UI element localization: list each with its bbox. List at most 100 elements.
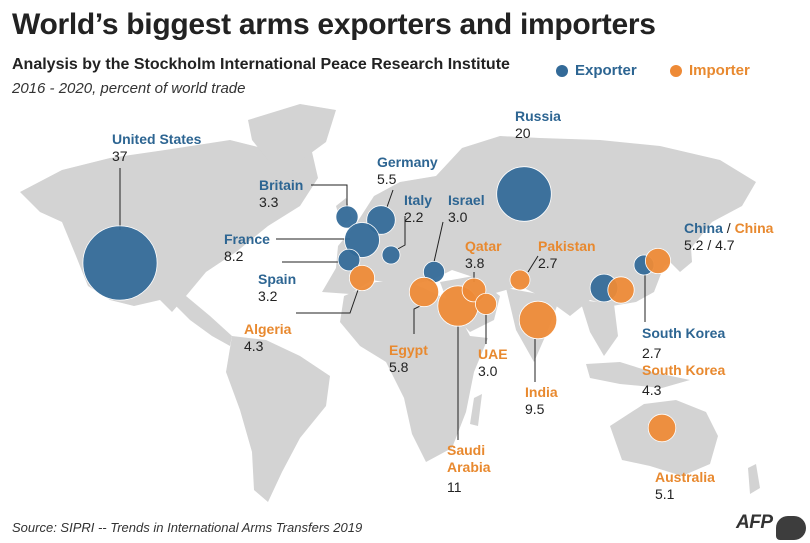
country-value: 5.5 <box>377 171 397 187</box>
label-australia: Australia 5.1 <box>655 469 715 503</box>
country-value: 8.2 <box>224 248 244 264</box>
importer-dot-icon <box>670 64 682 77</box>
country-value: 2.7 <box>642 345 662 361</box>
label-india: India 9.5 <box>525 384 558 418</box>
country-value: 3.3 <box>259 194 279 210</box>
country-name: South Korea <box>642 362 726 378</box>
country-value: 5.2 / 4.7 <box>684 237 735 253</box>
country-value: 4.3 <box>642 382 662 398</box>
country-value: 3.8 <box>465 255 485 271</box>
egypt-importer-bubble <box>408 276 440 308</box>
china-importer-name: China <box>734 220 774 236</box>
country-value: 4.3 <box>244 338 264 354</box>
britain-leader <box>311 184 348 208</box>
country-name: United States <box>112 131 202 147</box>
pakistan-importer-bubble <box>509 269 531 291</box>
country-name: Germany <box>377 154 438 170</box>
spain-exporter-bubble <box>337 248 361 272</box>
country-name: UAE <box>478 346 508 362</box>
label-israel: Israel 3.0 <box>448 192 485 226</box>
country-value: 37 <box>112 148 128 164</box>
country-name: Saudi Arabia <box>447 442 491 475</box>
country-name: Britain <box>259 177 304 193</box>
label-uae: UAE 3.0 <box>478 346 508 380</box>
country-value: 3.2 <box>258 288 278 304</box>
britain-exporter-bubble <box>335 205 359 229</box>
country-value: 2.7 <box>538 255 558 271</box>
algeria-importer-bubble <box>348 264 375 291</box>
exporter-dot-icon <box>556 64 568 77</box>
italy-exporter-bubble <box>381 245 401 265</box>
country-name: Egypt <box>389 342 428 358</box>
afp-logo-mark <box>776 516 806 540</box>
country-name: Algeria <box>244 321 292 337</box>
label-france: France 8.2 <box>224 231 270 265</box>
russia-exporter-bubble <box>496 166 552 222</box>
australia-importer-bubble <box>647 413 677 443</box>
japan-landmass <box>670 234 692 272</box>
label-egypt: Egypt 5.8 <box>389 342 428 376</box>
china-importer-bubble <box>607 276 635 304</box>
country-value: 11 <box>447 479 462 495</box>
israel-leader <box>433 221 444 263</box>
country-value: 3.0 <box>448 209 468 225</box>
country-name: South Korea <box>642 325 726 341</box>
italy-leader <box>395 216 406 251</box>
united-states-exporter-bubble <box>82 225 158 301</box>
country-name: Qatar <box>465 238 502 254</box>
label-algeria: Algeria 4.3 <box>244 321 291 355</box>
label-south-korea-importer: South Korea 4.3 <box>642 362 725 399</box>
legend-importer: Importer <box>670 62 750 79</box>
country-value: 20 <box>515 125 531 141</box>
greenland-landmass <box>248 104 336 164</box>
algeria-leader <box>296 289 359 314</box>
label-qatar: Qatar 3.8 <box>465 238 502 272</box>
legend-exporter: Exporter <box>556 62 637 79</box>
country-name: Italy <box>404 192 433 208</box>
country-value: 3.0 <box>478 363 498 379</box>
indonesia-landmass <box>586 362 690 388</box>
country-value: 2.2 <box>404 209 424 225</box>
central-america-landmass <box>170 296 232 346</box>
south-america-landmass <box>226 336 330 502</box>
label-china: China / China 5.2 / 4.7 <box>684 220 773 254</box>
pakistan-leader <box>527 255 539 273</box>
africa-landmass <box>340 282 488 462</box>
label-britain: Britain 3.3 <box>259 177 303 211</box>
label-united-states: United States 37 <box>112 131 201 165</box>
new-zealand-landmass <box>748 464 760 494</box>
legend-importer-label: Importer <box>689 62 750 79</box>
china-exporter-name: China <box>684 220 723 236</box>
country-name: Pakistan <box>538 238 596 254</box>
country-value: 5.1 <box>655 486 675 502</box>
country-name: India <box>525 384 558 400</box>
france-exporter-bubble <box>344 222 380 258</box>
country-name: Australia <box>655 469 715 485</box>
label-spain: Spain 3.2 <box>258 271 296 305</box>
south-korea-importer-importer-bubble <box>645 247 672 274</box>
country-value: 9.5 <box>525 401 545 417</box>
country-name: France <box>224 231 270 247</box>
madagascar-landmass <box>470 394 482 426</box>
country-value: 5.8 <box>389 359 409 375</box>
label-italy: Italy 2.2 <box>404 192 432 226</box>
source-note: Source: SIPRI -- Trends in International… <box>12 520 363 535</box>
chart-title: World’s biggest arms exporters and impor… <box>12 8 656 41</box>
southeast-asia-landmass <box>580 300 618 356</box>
label-pakistan: Pakistan 2.7 <box>538 238 596 272</box>
label-saudi-arabia: Saudi Arabia 11 <box>447 442 511 496</box>
label-south-korea-exporter: South Korea 2.7 <box>642 325 725 362</box>
afp-logo: AFP <box>736 512 773 533</box>
country-name: Spain <box>258 271 297 287</box>
chart-subtitle: Analysis by the Stockholm International … <box>12 56 510 73</box>
india-importer-bubble <box>518 300 558 340</box>
egypt-leader <box>413 305 421 334</box>
china-separator: / <box>726 220 731 236</box>
chart-period: 2016 - 2020, percent of world trade <box>12 80 246 97</box>
uae-importer-bubble <box>474 292 497 315</box>
label-russia: Russia 20 <box>515 108 561 142</box>
country-name: Russia <box>515 108 561 124</box>
germany-leader <box>386 189 394 208</box>
country-name: Israel <box>448 192 485 208</box>
